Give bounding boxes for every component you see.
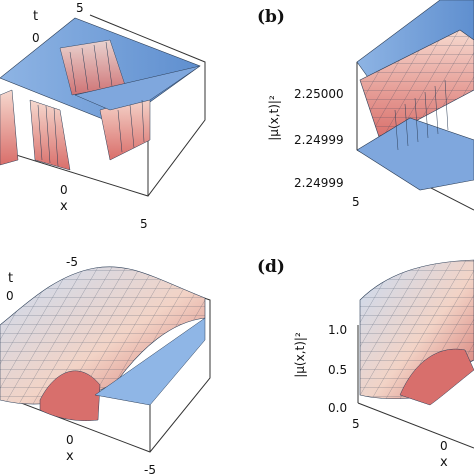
panel-b-striations — [394, 79, 449, 151]
panel-d: (d) |μ(x,t)|² 1.0 0.5 0.0 5 0 x — [257, 257, 474, 470]
panel-a-box — [0, 14, 206, 197]
panel-d-ylabel: |μ(x,t)|² — [293, 332, 307, 378]
panel-c-mesh — [0, 266, 205, 404]
panel-c: -5 t 0 0 x -5 — [0, 255, 211, 474]
panel-c-x-label: x — [66, 449, 74, 464]
panel-a-x-tick-0: 0 — [60, 183, 68, 197]
panel-c-t-tick: 0 — [6, 289, 14, 303]
panel-a-top-tick: 5 — [76, 1, 84, 15]
panel-d-x-label: x — [440, 455, 448, 470]
panel-b-z-tick-3: 2.24999 — [294, 176, 344, 190]
panel-d-z-tick-2: 0.5 — [328, 363, 347, 377]
panel-c-top-tick: -5 — [66, 255, 78, 269]
panel-c-trough — [39, 370, 101, 421]
panel-a-x-label: x — [60, 199, 68, 214]
panel-d-letter: (d) — [257, 257, 285, 277]
panel-b-letter: (b) — [257, 7, 285, 27]
panel-d-box — [357, 325, 474, 449]
panel-b-lower-plateau — [356, 117, 474, 191]
panel-b-ylabel: |μ(x,t)|² — [267, 95, 281, 141]
panel-b-mesh — [360, 30, 474, 140]
panel-a-wall-1 — [0, 89, 19, 166]
panel-c-x-tick-neg5: -5 — [144, 463, 156, 474]
panel-b-x-tick: 5 — [352, 195, 360, 209]
panel-c-wedge — [94, 317, 206, 406]
panel-a-t-label: t — [33, 9, 38, 24]
panel-a-striations — [37, 41, 145, 167]
panel-d-x-tick-0: 0 — [440, 439, 448, 453]
panel-a: 5 t 0 0 x 5 — [0, 1, 206, 231]
panel-a-lower-plateau — [74, 65, 201, 111]
panel-c-t-label: t — [8, 271, 13, 286]
panel-b: (b) |μ(x,t)|² 2.25000 2.24999 2.24999 5 — [257, 0, 474, 211]
panel-d-trough — [399, 348, 474, 406]
panel-d-z-tick-1: 1.0 — [328, 323, 347, 337]
panel-d-x-tick-5: 5 — [352, 417, 360, 431]
panel-d-z-tick-3: 0.0 — [328, 401, 347, 415]
panel-b-z-tick-1: 2.25000 — [294, 87, 344, 101]
panel-a-t-tick: 0 — [32, 31, 40, 45]
panel-a-x-tick-5: 5 — [140, 217, 148, 231]
panel-a-wall-2 — [29, 99, 71, 171]
panel-b-z-tick-2: 2.24999 — [294, 133, 344, 147]
panel-c-x-tick-0: 0 — [66, 433, 74, 447]
